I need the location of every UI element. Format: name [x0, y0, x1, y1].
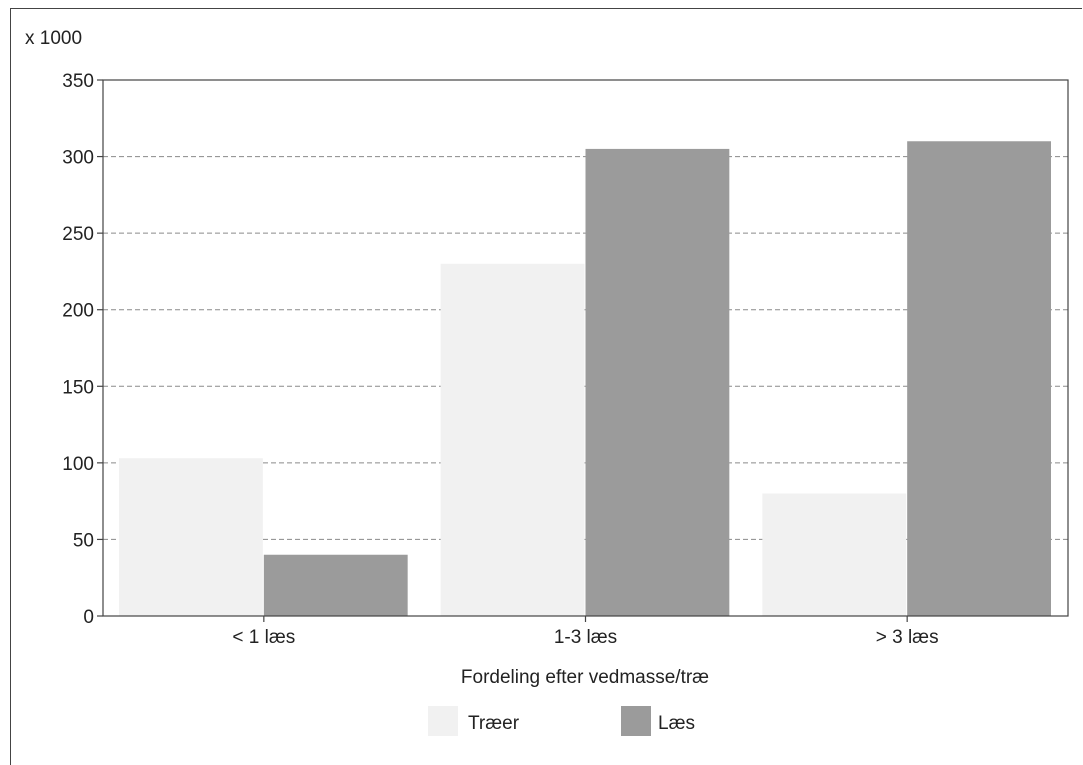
y-tick-label: 0 — [83, 607, 94, 628]
y-unit-label: x 1000 — [25, 28, 82, 49]
y-tick-label: 300 — [62, 148, 94, 169]
y-tick-label: 250 — [62, 224, 94, 245]
bar-0-2 — [762, 493, 907, 616]
x-axis: < 1 læs 1-3 læs > 3 læs — [232, 616, 939, 648]
y-tick-label: 100 — [62, 454, 94, 475]
bar-0-1 — [440, 263, 585, 616]
y-tick-label: 50 — [73, 530, 94, 551]
y-tick-label: 350 — [62, 71, 94, 92]
bars — [119, 141, 1051, 616]
bar-1-2 — [907, 141, 1051, 616]
y-axis: 0 50 100 150 200 250 300 350 — [62, 71, 103, 628]
x-tick-label: > 3 læs — [876, 627, 939, 648]
legend-swatch-traeer — [428, 706, 458, 736]
legend-swatch-laes — [621, 706, 651, 736]
bar-1-0 — [263, 554, 408, 616]
bar-0-0 — [119, 458, 263, 616]
bar-1-1 — [585, 148, 730, 616]
chart-frame — [10, 8, 1082, 765]
y-tick-label: 200 — [62, 301, 94, 322]
x-tick-label: < 1 læs — [232, 627, 295, 648]
legend: Træer Læs — [428, 706, 695, 736]
y-tick-label: 150 — [62, 377, 94, 398]
legend-label-laes: Læs — [658, 713, 695, 734]
x-tick-label: 1-3 læs — [554, 627, 617, 648]
x-axis-title: Fordeling efter vedmasse/træ — [461, 667, 709, 688]
legend-label-traeer: Træer — [468, 713, 520, 734]
